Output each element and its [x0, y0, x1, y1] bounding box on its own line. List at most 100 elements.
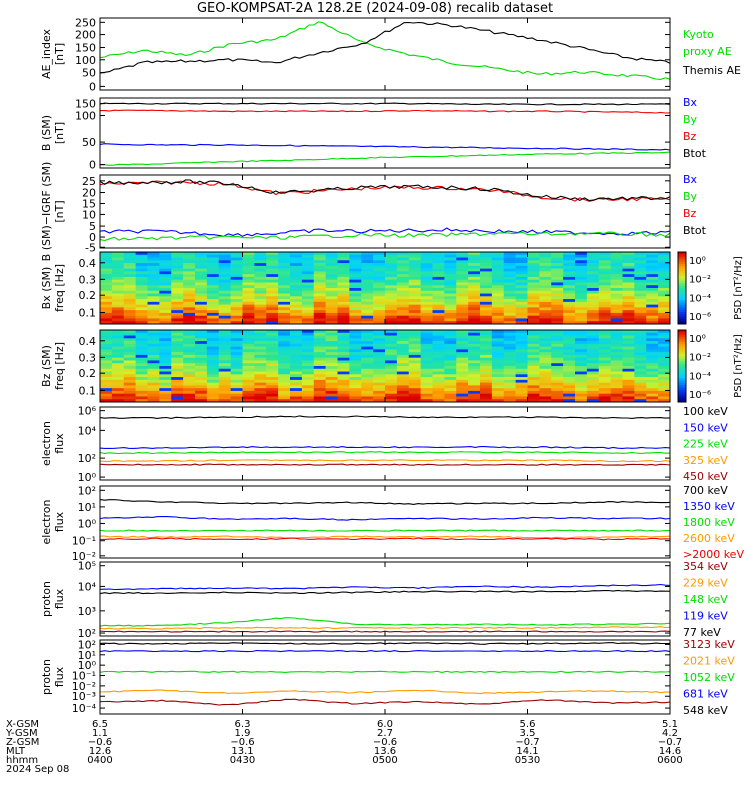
panel-bzspec-spectrogram-cell: [349, 343, 362, 347]
panel-bxspec-spectrogram-cell: [444, 271, 457, 275]
panel-bzspec-spectrogram-cell: [396, 341, 410, 345]
panel-bzspec-spectrogram-cell: [610, 332, 623, 336]
panel-bzspec-spectrogram-cell: [301, 396, 315, 400]
panel-bzspec-spectrogram-cell: [646, 341, 659, 345]
panel-bxspec-spectrogram-cell: [337, 252, 350, 256]
panel-bxspec-spectrogram-cell: [468, 265, 481, 269]
panel-bzspec-spectrogram-cell: [159, 352, 172, 356]
panel-bxspec-spectrogram-cell: [195, 293, 208, 297]
panel-bzspec-spectrogram-cell: [254, 352, 267, 356]
panel-bzspec-spectrogram-cell: [598, 368, 611, 372]
panel-bzspec-spectrogram-cell: [468, 352, 481, 356]
panel-bxspec-spectrogram-cell: [254, 274, 267, 278]
panel-bzspec-spectrogram-cell: [527, 357, 540, 361]
panel-bzspec-spectrogram-cell: [551, 377, 564, 381]
panel-bsm-plot: [99, 102, 671, 166]
panel-bxspec-spectrogram-cell: [598, 257, 611, 261]
panel-bzspec-spectrogram-cell: [634, 368, 647, 372]
panel-bzspec-spectrogram-cell: [135, 368, 148, 372]
panel-bxspec-spectrogram-cell: [432, 318, 445, 322]
panel-bxspec-spectrogram-cell: [551, 301, 564, 305]
panel-bzspec-spectrogram-cell: [313, 388, 326, 392]
footer-value: −0.7: [515, 737, 539, 748]
panel-bzspec-spectrogram-cell: [206, 330, 220, 334]
panel-bxspec-spectrogram-cell: [254, 260, 267, 264]
panel-bzspec-spectrogram-cell: [634, 332, 647, 336]
panel-bzspec-spectrogram-cell: [444, 399, 457, 403]
panel-bxspec-spectrogram-cell: [218, 257, 231, 261]
panel-bxspec-spectrogram-cell: [195, 304, 208, 308]
panel-bzspec-spectrogram-cell: [266, 352, 279, 356]
panel-bzspec-spectrogram-cell: [230, 385, 243, 389]
panel-bzspec-spectrogram-cell: [468, 385, 481, 389]
panel-bxspec-spectrogram-cell: [337, 276, 350, 280]
panel-bzspec-colorbar-step: [678, 361, 686, 364]
panel-bzspec-spectrogram-cell: [361, 396, 374, 400]
panel-bgrf-series-2: [99, 227, 671, 237]
panel-bxspec-spectrogram-cell: [432, 290, 445, 294]
panel-bzspec-spectrogram-cell: [373, 366, 386, 370]
panel-bxspec-spectrogram-cell: [349, 285, 362, 289]
panel-bzspec-spectrogram-cell: [456, 366, 469, 370]
panel-bzspec-spectrogram-cell: [634, 393, 647, 397]
panel-bxspec-spectrogram-cell: [123, 263, 136, 267]
panel-bzspec-spectrogram-cell: [171, 388, 184, 392]
panel-bzspec-spectrogram-cell: [539, 396, 552, 400]
panel-bxspec-spectrogram-cell: [159, 276, 172, 280]
panel-bxspec-spectrogram-cell: [385, 299, 398, 303]
panel-bzspec-spectrogram-cell: [147, 371, 160, 375]
panel-bzspec-spectrogram-cell: [634, 390, 647, 394]
panel-bxspec-spectrogram-cell: [563, 274, 576, 278]
panel-bxspec-spectrogram-cell: [135, 274, 148, 278]
panel-bzspec-spectrogram-cell: [242, 335, 255, 339]
panel-bzspec-spectrogram-cell: [337, 341, 350, 345]
panel-bxspec-spectrogram-cell: [622, 307, 635, 311]
panel-bxspec-spectrogram-cell: [361, 279, 374, 283]
panel-bzspec-colorbar-label: PSD [nT²/Hz]: [733, 334, 744, 398]
panel-bxspec-spectrogram-cell: [135, 299, 148, 303]
panel-bzspec-spectrogram-cell: [444, 396, 457, 400]
panel-bzspec-spectrogram-cell: [396, 399, 410, 403]
panel-bzspec-spectrogram-cell: [123, 341, 136, 345]
panel-ehigh-tick-label: 10⁻²: [72, 550, 96, 563]
panel-bxspec-spectrogram-cell: [480, 252, 493, 256]
panel-bxspec-spectrogram-cell: [183, 279, 196, 283]
panel-bxspec-spectrogram-cell: [468, 304, 481, 308]
panel-bzspec-spectrogram-cell: [491, 396, 505, 400]
panel-bxspec-spectrogram-cell: [610, 315, 623, 319]
panel-bzspec-spectrogram-cell: [622, 390, 635, 394]
panel-ae-tick-label: 250: [75, 16, 96, 29]
panel-bzspec-spectrogram-cell: [100, 349, 113, 353]
panel-bxspec-spectrogram-cell: [349, 279, 362, 283]
panel-bxspec-spectrogram-cell: [420, 279, 433, 283]
panel-bxspec-spectrogram-cell: [195, 312, 208, 316]
panel-bzspec-spectrogram-cell: [515, 366, 528, 370]
panel-bxspec-spectrogram-cell: [325, 304, 338, 308]
panel-bxspec-spectrogram-cell: [598, 312, 611, 316]
panel-bxspec-spectrogram-cell: [408, 290, 421, 294]
panel-bxspec-spectrogram-cell: [373, 290, 386, 294]
panel-phigh-ylabel: proton: [40, 659, 53, 695]
panel-bzspec-spectrogram-cell: [491, 399, 505, 403]
panel-bxspec-spectrogram-cell: [325, 252, 338, 256]
panel-bxspec-spectrogram-cell: [349, 307, 362, 311]
panel-bxspec-spectrogram-cell: [385, 315, 398, 319]
panel-bxspec-spectrogram-cell: [646, 257, 659, 261]
panel-bzspec-spectrogram-cell: [100, 360, 113, 364]
panel-bxspec-spectrogram-cell: [206, 304, 220, 308]
panel-bzspec-spectrogram-cell: [135, 360, 148, 364]
panel-bxspec-spectrogram-cell: [301, 268, 315, 272]
panel-bxspec-spectrogram-cell: [480, 310, 493, 314]
panel-bzspec-spectrogram-cell: [539, 371, 552, 375]
panel-bzspec-spectrogram-cell: [563, 341, 576, 345]
panel-bgrf-tick-label: 5: [89, 220, 96, 233]
panel-bxspec-spectrogram-cell: [361, 252, 374, 256]
panel-bzspec-spectrogram-cell: [242, 341, 255, 345]
panel-bxspec-spectrogram-cell: [171, 271, 184, 275]
panel-bxspec-spectrogram-cell: [646, 252, 659, 256]
panel-bzspec-spectrogram-cell: [551, 346, 564, 350]
panel-bzspec-colorbar-step: [678, 387, 686, 391]
panel-bxspec-spectrogram-cell: [598, 304, 611, 308]
panel-bzspec-spectrogram-cell: [135, 352, 148, 356]
panel-bzspec-spectrogram-cell: [325, 349, 338, 353]
